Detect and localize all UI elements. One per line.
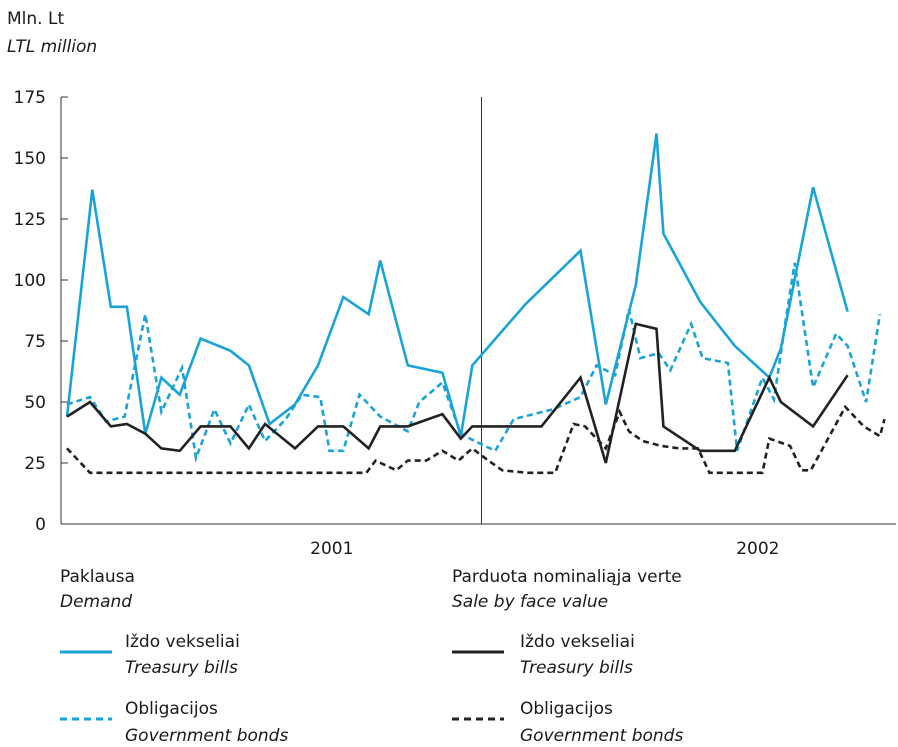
legend: Paklausa Demand Parduota nominaliąja ver… [60,567,683,746]
series-layer [67,134,885,473]
legend-group-demand-title: Paklausa [60,567,135,587]
legend-label-sale-government-bonds-en: Government bonds [520,726,683,746]
legend-group-demand-title-en: Demand [60,592,132,612]
y-ticks: 0 25 50 75 100 125 150 175 [14,88,68,535]
y-tick-label: 25 [24,454,46,474]
legend-group-sale-title: Parduota nominaliąja verte [452,567,682,587]
y-tick-label: 0 [35,515,46,535]
legend-label-sale-treasury-bills: Iždo vekseliai [520,632,635,652]
series-line-1 [67,263,880,458]
legend-label-sale-treasury-bills-en: Treasury bills [520,658,633,678]
legend-label-demand-government-bonds-en: Government bonds [125,726,288,746]
legend-label-demand-treasury-bills-en: Treasury bills [125,658,238,678]
legend-label-demand-treasury-bills: Iždo vekseliai [125,632,240,652]
year-label: 2001 [310,539,353,559]
y-tick-label: 75 [24,332,46,352]
y-tick-label: 150 [14,149,46,169]
unit-label-en: LTL million [7,37,97,57]
legend-label-sale-government-bonds: Obligacijos [520,699,613,719]
axes [61,97,896,524]
legend-label-demand-government-bonds: Obligacijos [125,699,218,719]
y-tick-label: 100 [14,271,46,291]
year-labels: 2001 2002 [310,539,779,559]
y-tick-label: 175 [14,88,46,108]
unit-label: Mln. Lt [7,9,64,29]
legend-group-sale-title-en: Sale by face value [452,592,608,612]
y-tick-label: 125 [14,210,46,230]
y-tick-label: 50 [24,393,46,413]
year-label: 2002 [736,539,779,559]
